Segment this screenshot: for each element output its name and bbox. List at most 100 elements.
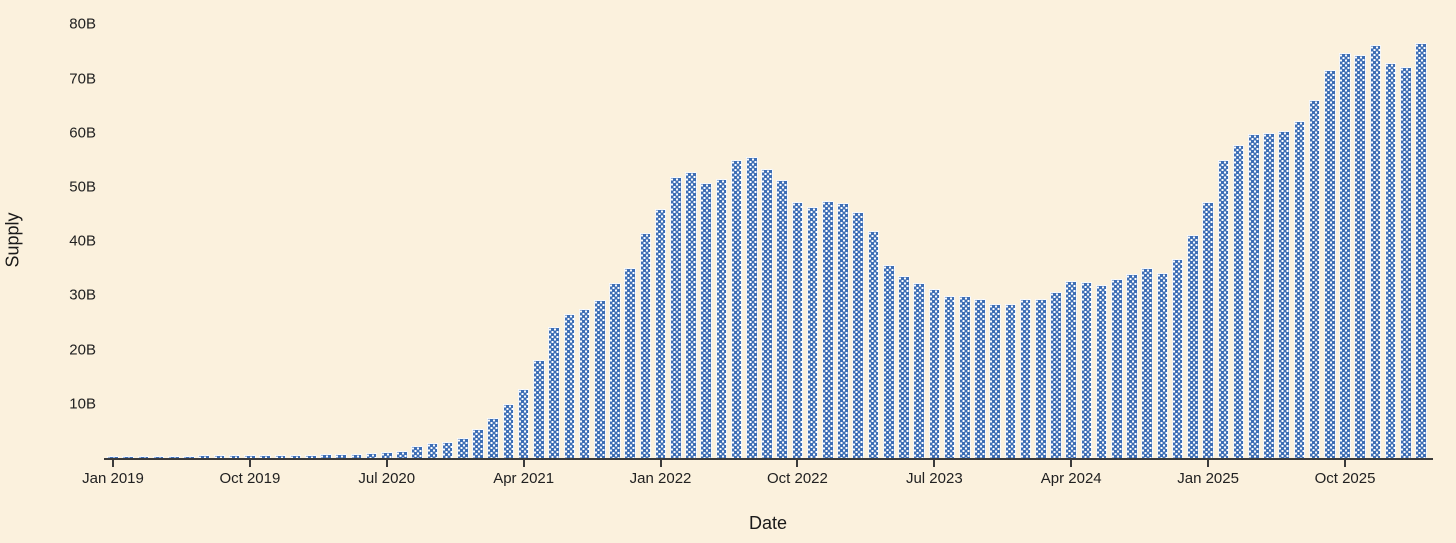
bar-feb-2024[interactable] — [1035, 298, 1047, 458]
bar-feb-2026[interactable] — [1400, 66, 1412, 458]
bar-feb-2021[interactable] — [487, 417, 500, 458]
bar-sep-2021[interactable] — [593, 299, 606, 458]
bar-jan-2025[interactable] — [1202, 201, 1214, 458]
bar-jul-2019[interactable] — [198, 455, 211, 458]
bar-nov-2023[interactable] — [989, 303, 1001, 458]
bar-jan-2022[interactable] — [654, 209, 667, 458]
bar-sep-2024[interactable] — [1141, 268, 1154, 458]
bar-may-2023[interactable] — [898, 275, 910, 458]
bar-nov-2021[interactable] — [624, 268, 636, 458]
x-tick-mark — [248, 460, 251, 467]
bar-jul-2025[interactable] — [1293, 120, 1306, 458]
bar-mar-2024[interactable] — [1050, 291, 1062, 458]
bar-oct-2022[interactable] — [791, 201, 804, 458]
y-tick-label: 70B — [69, 70, 96, 88]
bar-jun-2024[interactable] — [1095, 285, 1108, 458]
bar-dec-2019[interactable] — [274, 455, 287, 458]
bar-aug-2021[interactable] — [578, 308, 591, 458]
bar-apr-2023[interactable] — [882, 265, 895, 458]
bar-mar-2023[interactable] — [867, 230, 880, 458]
bar-dec-2021[interactable] — [639, 232, 652, 458]
bar-jan-2023[interactable] — [837, 202, 849, 458]
y-tick-label: 50B — [69, 178, 96, 196]
bar-may-2020[interactable] — [350, 453, 363, 458]
bar-jun-2022[interactable] — [730, 159, 743, 458]
bar-jan-2019[interactable] — [107, 455, 119, 458]
bar-feb-2025[interactable] — [1217, 159, 1230, 458]
bar-apr-2024[interactable] — [1065, 280, 1078, 458]
y-tick-label: 30B — [69, 286, 96, 304]
bar-jan-2021[interactable] — [472, 429, 484, 458]
bar-nov-2025[interactable] — [1354, 54, 1366, 458]
x-tick-label: Oct 2022 — [767, 470, 828, 487]
bar-dec-2023[interactable] — [1004, 304, 1017, 458]
bar-apr-2022[interactable] — [700, 182, 712, 458]
bar-oct-2019[interactable] — [244, 455, 256, 458]
bar-feb-2022[interactable] — [669, 177, 682, 458]
bar-mar-2025[interactable] — [1232, 145, 1245, 458]
bar-jul-2022[interactable] — [746, 157, 758, 458]
bar-dec-2024[interactable] — [1187, 235, 1199, 458]
bar-oct-2024[interactable] — [1156, 272, 1169, 458]
bar-sep-2020[interactable] — [411, 445, 423, 458]
bar-mar-2020[interactable] — [320, 454, 332, 458]
bar-dec-2025[interactable] — [1369, 44, 1382, 458]
bar-aug-2023[interactable] — [943, 295, 956, 458]
bar-aug-2019[interactable] — [213, 455, 226, 458]
x-tick-mark — [385, 460, 388, 467]
bar-nov-2024[interactable] — [1171, 259, 1184, 458]
bar-aug-2025[interactable] — [1308, 100, 1321, 458]
bar-nov-2019[interactable] — [259, 455, 271, 458]
bar-may-2025[interactable] — [1263, 133, 1275, 458]
bar-jan-2024[interactable] — [1019, 299, 1032, 458]
bar-aug-2020[interactable] — [396, 450, 408, 458]
bar-feb-2020[interactable] — [304, 454, 317, 458]
bar-dec-2020[interactable] — [457, 438, 469, 458]
bar-apr-2020[interactable] — [335, 453, 347, 458]
x-tick-mark — [522, 460, 525, 467]
y-tick-label: 40B — [69, 232, 96, 250]
bar-apr-2021[interactable] — [517, 389, 530, 458]
bar-apr-2019[interactable] — [152, 455, 165, 458]
bar-dec-2022[interactable] — [822, 200, 834, 458]
bar-may-2024[interactable] — [1080, 282, 1093, 458]
bar-jun-2019[interactable] — [183, 455, 195, 458]
bar-jun-2023[interactable] — [913, 283, 925, 458]
bar-aug-2024[interactable] — [1126, 274, 1138, 458]
bar-oct-2021[interactable] — [609, 283, 621, 458]
x-tick-mark — [1070, 460, 1073, 467]
bar-jan-2020[interactable] — [289, 455, 302, 458]
bar-may-2021[interactable] — [533, 359, 545, 458]
bar-may-2022[interactable] — [715, 179, 728, 458]
bar-apr-2025[interactable] — [1247, 134, 1260, 458]
bar-mar-2019[interactable] — [137, 455, 150, 458]
bar-oct-2023[interactable] — [974, 298, 986, 458]
bar-sep-2019[interactable] — [228, 455, 241, 458]
bar-jul-2024[interactable] — [1111, 279, 1123, 458]
bar-nov-2020[interactable] — [441, 441, 454, 458]
bar-may-2019[interactable] — [168, 455, 180, 458]
bar-sep-2022[interactable] — [776, 180, 789, 458]
bar-mar-2026[interactable] — [1415, 42, 1427, 458]
bar-jan-2026[interactable] — [1384, 62, 1397, 458]
bar-nov-2022[interactable] — [806, 207, 819, 458]
bar-feb-2023[interactable] — [852, 211, 865, 458]
bar-oct-2025[interactable] — [1339, 53, 1351, 458]
y-tick-label: 80B — [69, 15, 96, 33]
x-tick-label: Jul 2023 — [905, 470, 963, 487]
bar-jul-2021[interactable] — [563, 314, 576, 458]
bar-mar-2021[interactable] — [502, 403, 515, 458]
bar-sep-2025[interactable] — [1324, 69, 1336, 458]
bar-aug-2022[interactable] — [761, 168, 773, 458]
bar-jul-2020[interactable] — [380, 452, 393, 458]
bar-oct-2020[interactable] — [426, 442, 439, 458]
bar-feb-2019[interactable] — [122, 455, 134, 458]
bar-jul-2023[interactable] — [928, 288, 941, 458]
bar-sep-2023[interactable] — [958, 296, 971, 458]
bar-mar-2022[interactable] — [685, 172, 697, 458]
bar-jun-2020[interactable] — [365, 452, 378, 458]
bar-jun-2021[interactable] — [548, 326, 560, 458]
bar-jun-2025[interactable] — [1278, 130, 1290, 458]
